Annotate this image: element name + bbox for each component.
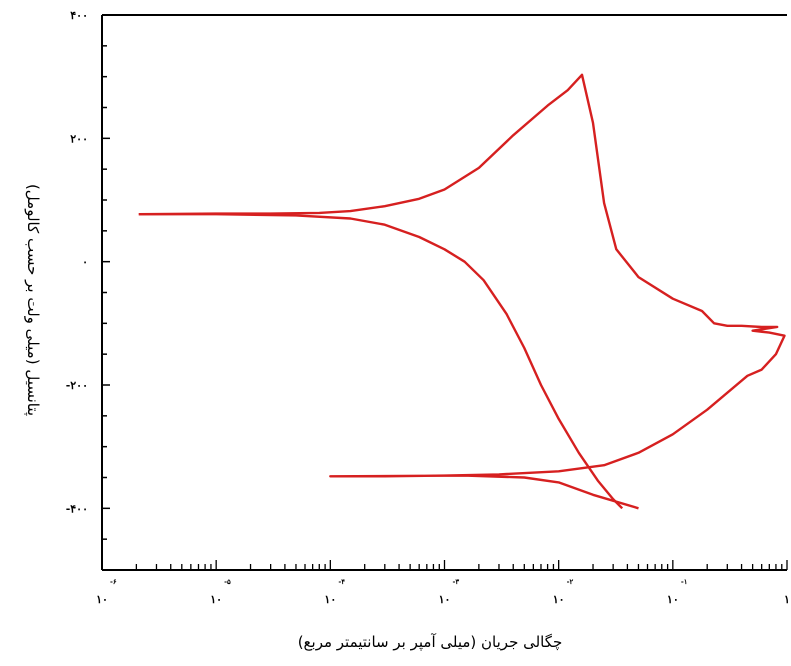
x-tick-label: ۱۰	[96, 593, 108, 606]
y-tick-label: ۲۰۰	[70, 132, 88, 145]
x-tick-exponent: -۴	[338, 577, 345, 586]
x-tick-label: ۱۰	[324, 593, 336, 606]
y-tick-label: ۰	[82, 256, 88, 269]
x-tick-exponent: -۲	[567, 577, 574, 586]
y-axis-title: پتانسیل (میلی ولت بر حسب کالومل)	[23, 184, 42, 416]
x-tick-exponent: -۱	[681, 577, 688, 586]
polarization-curve-1	[138, 73, 786, 510]
y-tick-label: -۲۰۰	[66, 379, 88, 392]
y-axis: ۴۰۰ ۲۰۰ ۰ -۲۰۰ -۴۰۰	[66, 9, 110, 571]
plot-frame	[101, 14, 787, 571]
x-tick-exponent: -۵	[224, 577, 231, 586]
polarization-curve-2	[138, 213, 624, 510]
y-tick-label: -۴۰۰	[66, 502, 88, 515]
x-axis: ۱۰-۶۱۰-۵۱۰-۴۱۰-۳۱۰-۲۱۰-۱۱	[96, 560, 790, 606]
x-tick-label: ۱۰	[667, 593, 679, 606]
x-tick-exponent: -۳	[453, 577, 460, 586]
x-tick-label: ۱۰	[439, 593, 451, 606]
x-tick-label: ۱۰	[210, 593, 222, 606]
y-tick-label: ۴۰۰	[70, 9, 88, 22]
x-tick-label: ۱۰	[553, 593, 565, 606]
series-layer	[138, 73, 786, 510]
x-axis-title: چگالی جریان (میلی آمپر بر سانتیمتر مربع)	[298, 633, 563, 652]
x-tick-label: ۱	[784, 593, 790, 606]
x-tick-exponent: -۶	[110, 577, 117, 586]
